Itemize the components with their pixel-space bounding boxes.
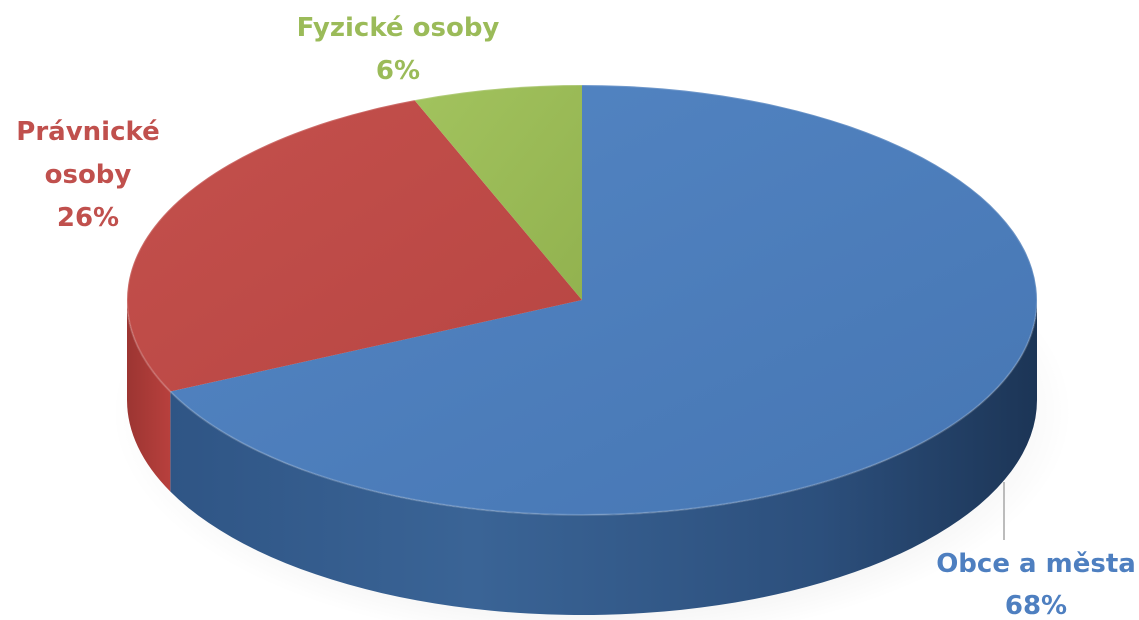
- slice-percent-fyzicke-osoby: 6%: [376, 56, 420, 86]
- slice-label-obce-a-mesta: Obce a města 68%: [936, 549, 1136, 620]
- slice-name-fyzicke-osoby: Fyzické osoby: [297, 13, 500, 43]
- slice-label-pravnicke-osoby: Právnické osoby 26%: [16, 117, 159, 233]
- pie-side-pravnicke-osoby: [127, 300, 171, 492]
- slice-name-pravnicke-osoby: osoby: [45, 160, 132, 190]
- slice-name-pravnicke-osoby: Právnické: [16, 117, 159, 147]
- slice-name-obce-a-mesta: Obce a města: [936, 549, 1136, 579]
- slice-percent-obce-a-mesta: 68%: [1005, 591, 1067, 620]
- pie-side-obce-a-mesta: [170, 300, 1037, 615]
- slice-label-fyzicke-osoby: Fyzické osoby 6%: [297, 13, 500, 86]
- pie-slice-fyzicke-osoby: [414, 85, 582, 300]
- pie-slice-pravnicke-osoby: [126, 100, 582, 392]
- pie-slice-obce-a-mesta: [170, 85, 1037, 515]
- pie-rim: [126, 84, 1038, 516]
- slice-percent-pravnicke-osoby: 26%: [57, 203, 119, 233]
